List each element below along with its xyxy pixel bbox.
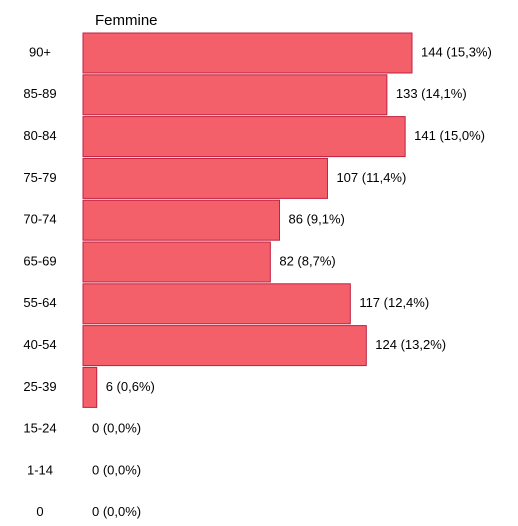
bar (82, 157, 328, 199)
value-label: 6 (0,6%) (106, 379, 155, 394)
y-tick-label: 40-54 (23, 337, 56, 352)
chart-title: Femmine (95, 12, 158, 29)
value-label: 133 (14,1%) (396, 86, 467, 101)
y-tick-label: 75-79 (23, 170, 56, 185)
y-tick-label: 65-69 (23, 253, 56, 268)
y-tick-label: 1-14 (27, 462, 53, 477)
bar (82, 325, 367, 367)
value-label: 0 (0,0%) (92, 462, 141, 477)
value-label: 0 (0,0%) (92, 504, 141, 519)
bar (82, 116, 406, 158)
bar (82, 366, 98, 408)
value-label: 144 (15,3%) (421, 44, 492, 59)
y-tick-label: 70-74 (23, 212, 56, 227)
value-label: 82 (8,7%) (279, 253, 335, 268)
y-tick-label: 90+ (29, 44, 51, 59)
bar (82, 74, 388, 116)
bar (82, 241, 271, 283)
y-tick-label: 80-84 (23, 128, 56, 143)
y-tick-label: 0 (36, 504, 43, 519)
bar (82, 199, 280, 241)
y-tick-label: 85-89 (23, 86, 56, 101)
y-tick-label: 15-24 (23, 421, 56, 436)
value-label: 117 (12,4%) (359, 295, 429, 310)
bar (82, 32, 413, 74)
y-tick-label: 55-64 (23, 295, 56, 310)
y-tick-label: 25-39 (23, 379, 56, 394)
value-label: 0 (0,0%) (92, 421, 141, 436)
value-label: 124 (13,2%) (375, 337, 446, 352)
value-label: 86 (9,1%) (288, 212, 344, 227)
bar (82, 283, 351, 325)
value-label: 107 (11,4%) (336, 170, 406, 185)
value-label: 141 (15,0%) (414, 128, 485, 143)
